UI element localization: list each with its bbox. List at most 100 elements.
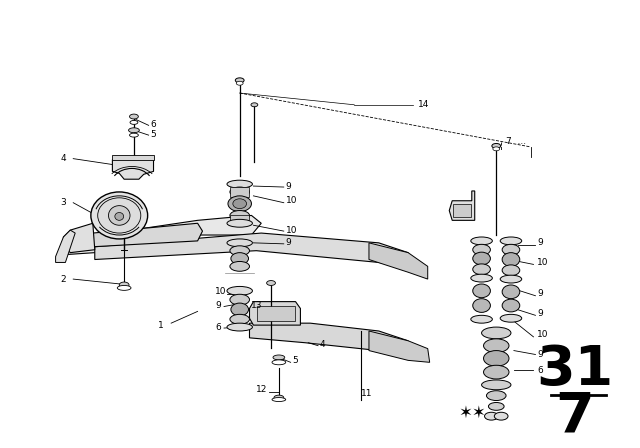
Ellipse shape xyxy=(471,237,492,245)
Polygon shape xyxy=(113,155,154,159)
Text: 7: 7 xyxy=(556,389,594,443)
Text: 10: 10 xyxy=(215,287,227,296)
Ellipse shape xyxy=(129,128,140,133)
Text: 6: 6 xyxy=(538,366,543,375)
Ellipse shape xyxy=(267,280,275,285)
Polygon shape xyxy=(113,159,154,179)
Text: 9: 9 xyxy=(538,238,543,247)
Ellipse shape xyxy=(231,253,248,264)
Text: 12: 12 xyxy=(257,385,268,394)
Ellipse shape xyxy=(500,314,522,322)
Ellipse shape xyxy=(473,299,490,312)
Polygon shape xyxy=(63,223,95,253)
Ellipse shape xyxy=(471,315,492,323)
Ellipse shape xyxy=(236,78,244,83)
Text: 9: 9 xyxy=(538,309,543,318)
Ellipse shape xyxy=(473,252,490,265)
Text: 9: 9 xyxy=(285,181,291,190)
Ellipse shape xyxy=(272,360,285,365)
Ellipse shape xyxy=(119,282,129,288)
Text: 9: 9 xyxy=(215,301,221,310)
Ellipse shape xyxy=(231,303,248,316)
Polygon shape xyxy=(65,215,261,254)
Ellipse shape xyxy=(502,285,520,299)
Ellipse shape xyxy=(502,244,520,255)
Ellipse shape xyxy=(493,147,500,151)
Ellipse shape xyxy=(471,274,492,282)
Ellipse shape xyxy=(272,397,285,401)
Polygon shape xyxy=(369,243,428,279)
Text: 10: 10 xyxy=(538,258,549,267)
Polygon shape xyxy=(93,223,202,247)
Ellipse shape xyxy=(481,380,511,390)
Ellipse shape xyxy=(273,355,285,360)
Ellipse shape xyxy=(230,187,250,197)
Ellipse shape xyxy=(500,237,522,245)
Text: 9: 9 xyxy=(538,350,543,359)
Ellipse shape xyxy=(91,192,148,239)
Text: 10: 10 xyxy=(285,196,297,205)
Polygon shape xyxy=(250,302,300,325)
Bar xyxy=(230,215,250,225)
Ellipse shape xyxy=(473,264,490,275)
Text: 9: 9 xyxy=(538,289,543,298)
Text: 10: 10 xyxy=(538,331,549,340)
Text: 7  ...: 7 ... xyxy=(506,138,526,146)
Text: 9: 9 xyxy=(285,238,291,247)
Text: 31: 31 xyxy=(536,343,613,397)
Polygon shape xyxy=(95,233,408,267)
Ellipse shape xyxy=(473,244,490,255)
Text: 10: 10 xyxy=(285,226,297,235)
Ellipse shape xyxy=(236,81,243,85)
Text: 14: 14 xyxy=(418,100,429,109)
Text: 5: 5 xyxy=(150,129,156,139)
Ellipse shape xyxy=(230,314,250,324)
Polygon shape xyxy=(369,331,429,362)
Ellipse shape xyxy=(486,391,506,401)
Ellipse shape xyxy=(228,196,252,211)
Ellipse shape xyxy=(473,284,490,298)
Ellipse shape xyxy=(251,103,258,107)
Ellipse shape xyxy=(227,323,252,331)
Ellipse shape xyxy=(129,114,138,119)
Ellipse shape xyxy=(129,133,138,137)
Text: 6: 6 xyxy=(150,120,156,129)
Bar xyxy=(257,306,294,321)
Text: 4: 4 xyxy=(61,154,66,163)
Polygon shape xyxy=(56,230,75,263)
Ellipse shape xyxy=(502,265,520,276)
Ellipse shape xyxy=(484,351,509,366)
Ellipse shape xyxy=(500,275,522,283)
Text: 3: 3 xyxy=(61,198,67,207)
Ellipse shape xyxy=(230,294,250,305)
Ellipse shape xyxy=(230,246,250,256)
Ellipse shape xyxy=(233,199,246,209)
Text: 1: 1 xyxy=(159,321,164,330)
Polygon shape xyxy=(449,191,475,220)
Ellipse shape xyxy=(117,285,131,290)
Text: 2: 2 xyxy=(61,275,66,284)
Ellipse shape xyxy=(130,121,138,125)
Ellipse shape xyxy=(227,286,252,295)
Text: 13: 13 xyxy=(252,301,263,310)
Text: 8: 8 xyxy=(455,206,461,215)
Ellipse shape xyxy=(230,262,250,271)
Ellipse shape xyxy=(484,412,498,420)
Ellipse shape xyxy=(227,239,252,247)
Ellipse shape xyxy=(484,339,509,353)
Ellipse shape xyxy=(227,180,252,188)
Ellipse shape xyxy=(274,395,284,400)
Ellipse shape xyxy=(481,327,511,339)
Ellipse shape xyxy=(494,412,508,420)
Ellipse shape xyxy=(492,143,500,148)
Ellipse shape xyxy=(230,211,250,220)
Text: 4: 4 xyxy=(320,340,326,349)
Bar xyxy=(453,204,471,217)
Text: ✶✶: ✶✶ xyxy=(459,404,486,422)
Text: 5: 5 xyxy=(292,356,298,365)
Text: 11: 11 xyxy=(361,389,372,398)
Bar xyxy=(230,187,250,197)
Ellipse shape xyxy=(108,206,130,225)
Ellipse shape xyxy=(484,365,509,379)
Ellipse shape xyxy=(227,220,252,227)
